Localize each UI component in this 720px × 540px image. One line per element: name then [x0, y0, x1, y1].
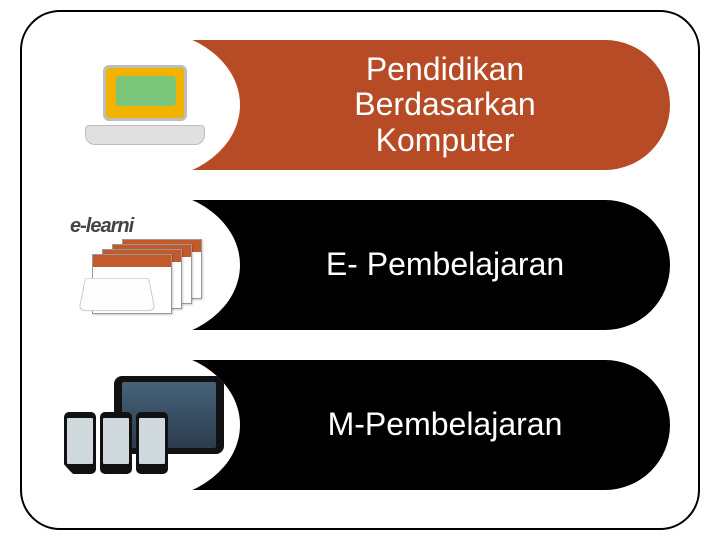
row-label: M-Pembelajaran	[328, 407, 563, 442]
devices-icon	[60, 370, 230, 480]
row-label: E- Pembelajaran	[326, 247, 564, 282]
row-icon-circle	[50, 30, 240, 180]
list-item: E- Pembelajaran e-learni	[50, 190, 670, 340]
laptop-icon	[85, 65, 205, 145]
list-item: Pendidikan Berdasarkan Komputer	[50, 30, 670, 180]
row-icon-circle: e-learni	[50, 190, 240, 340]
row-icon-circle	[50, 350, 240, 500]
slide-frame: Pendidikan Berdasarkan Komputer E- Pembe…	[20, 10, 700, 530]
row-label: Pendidikan Berdasarkan Komputer	[354, 52, 535, 158]
elearning-icon: e-learni	[70, 215, 220, 315]
list-item: M-Pembelajaran	[50, 350, 670, 500]
